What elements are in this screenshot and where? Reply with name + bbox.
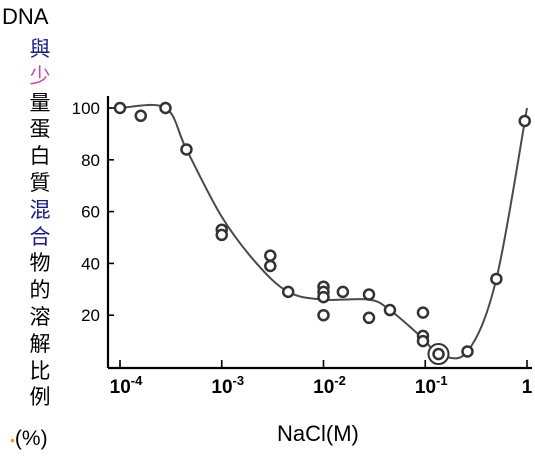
y-axis-label-char: 比 — [29, 358, 51, 383]
data-point — [317, 308, 330, 322]
data-point — [264, 249, 277, 262]
data-point — [159, 101, 172, 115]
data-point — [317, 290, 330, 304]
x-tick-label: 10-4 — [110, 373, 143, 398]
y-tick-label: 40 — [81, 254, 100, 273]
data-point — [461, 345, 474, 358]
data-point — [518, 114, 531, 128]
data-point — [490, 272, 503, 286]
data-point — [180, 143, 193, 156]
x-tick-label: 10-2 — [313, 373, 346, 398]
y-tick-label: 60 — [81, 203, 100, 222]
y-axis-label-char: 量 — [29, 90, 51, 115]
y-tick-label: 100 — [72, 99, 100, 118]
y-axis-label-char: 蛋 — [29, 117, 51, 142]
data-point — [362, 288, 376, 301]
data-point — [416, 306, 430, 319]
data-point — [383, 303, 397, 317]
y-axis-unit-text: (%) — [14, 427, 48, 450]
data-point — [215, 228, 228, 242]
y-axis-label-char: 質 — [29, 170, 51, 195]
y-axis-label-char: 與 — [29, 37, 51, 61]
x-axis-label: NaCl(M) — [277, 421, 359, 446]
y-tick-label: 80 — [81, 151, 100, 170]
x-tick-label: 10-1 — [415, 373, 448, 398]
y-axis-label-dna: DNA — [2, 4, 49, 29]
x-tick-label: 10-3 — [211, 373, 244, 398]
fitted-curve — [119, 103, 528, 360]
y-axis-label-char: 少 — [29, 63, 51, 88]
data-point — [134, 109, 148, 123]
y-axis-label-char: 解 — [29, 331, 51, 356]
y-axis-label-char: 合 — [29, 224, 51, 249]
y-axis-unit: •(%) — [10, 427, 48, 450]
data-point — [113, 101, 127, 115]
data-point — [336, 285, 350, 299]
curve-line — [119, 103, 528, 360]
y-axis-label-char: 例 — [29, 385, 51, 410]
axes — [106, 96, 532, 370]
y-axis-label-vertical: 與少量蛋白質混合物的溶解比例 — [28, 36, 52, 411]
y-axis-label-char: 混 — [29, 197, 51, 222]
x-tick-label: 1 — [522, 377, 533, 398]
data-point — [416, 334, 430, 348]
data-points — [113, 101, 531, 366]
y-tick-labels: 20 40 60 80 100 — [72, 99, 100, 325]
y-tick-label: 20 — [81, 306, 100, 325]
data-point-highlight — [432, 347, 445, 361]
data-point — [362, 311, 376, 325]
y-axis-label-char: 溶 — [29, 304, 51, 329]
x-tick-labels: 10-4 10-3 10-2 10-1 1 — [110, 373, 533, 398]
data-point — [281, 285, 295, 299]
y-axis-label-char: 白 — [29, 144, 51, 169]
y-axis-label-char: 的 — [29, 278, 51, 303]
data-point — [264, 259, 277, 273]
y-axis-label-char: 物 — [29, 251, 51, 276]
